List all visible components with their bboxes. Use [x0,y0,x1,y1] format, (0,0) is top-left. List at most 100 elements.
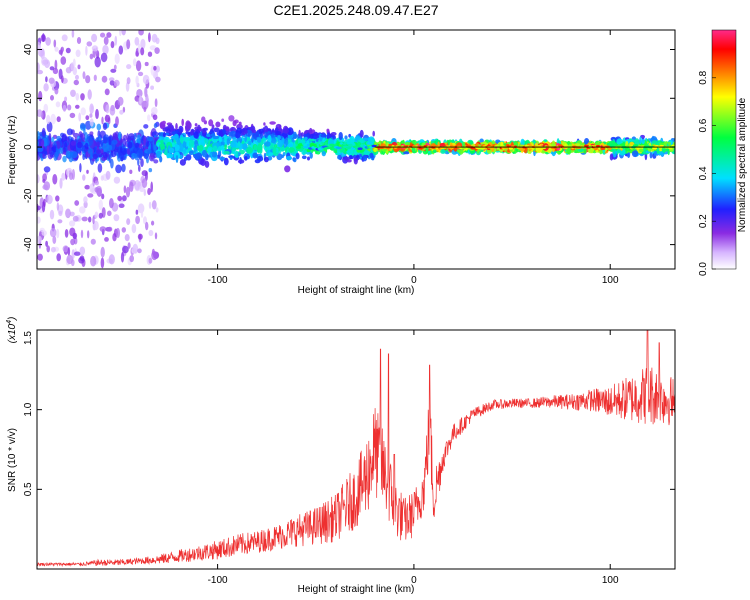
snr-panel: -100 0 100 0.5 1.0 1.5 Height of straight lin… [6,317,676,595]
spectrogram-cell [37,146,44,153]
spectrogram-axes: -100 0 100 -40 -20 0 20 40 [23,30,675,286]
spectrogram-cell [55,101,61,108]
spectrogram-cell [411,146,416,153]
spectrogram-cell [95,108,99,120]
spectrogram-cell [118,45,124,55]
spectrogram-cell [143,106,147,112]
spectrogram-cell [135,215,141,225]
spectrogram-cell [277,135,281,141]
spectrogram-cell [252,152,258,159]
spectrogram-cell [151,131,159,138]
spectrogram-cell [48,77,55,84]
spectrogram-cell [89,151,93,160]
spectrogram-cell [309,133,315,139]
spectrogram-core-cell [324,146,330,150]
snr-y-multiplier: (x104) [6,317,18,344]
spectrogram-cell [43,83,49,92]
spectrogram-cell [46,114,51,125]
spectrogram-y-tick-label: -20 [23,188,34,203]
spectrogram-cell [155,65,160,73]
spectrogram-cell [404,141,411,146]
spectrogram-cell [362,154,368,162]
spectrogram-cell [155,207,159,213]
spectrogram-cell [268,152,274,157]
spectrogram-cell [56,228,60,239]
spectrogram-cell [46,194,53,205]
spectrogram-cell [37,109,43,117]
spectrogram-cell [68,172,74,180]
spectrogram-cell [139,95,142,104]
spectrogram-cell [639,136,642,145]
spectrogram-cell [70,89,76,98]
spectrogram-cell [206,133,211,137]
spectrogram-cell [45,240,48,247]
spectrogram-cell [354,136,361,141]
spectrogram-cell [231,147,237,151]
spectrogram-cell [154,98,158,108]
spectrogram-cell [440,149,446,154]
spectrogram-cell [193,131,199,139]
spectrogram-cell [363,150,370,156]
spectrogram-cell [75,92,80,101]
spectrogram-cell [137,233,143,240]
spectrogram-cell [65,47,71,54]
spectrogram-cell [300,132,304,137]
spectrogram-cell [315,138,319,142]
spectrogram-cell [51,136,55,143]
spectrogram-cell [49,209,55,220]
spectrogram-cell [583,148,587,154]
spectrogram-cell [103,36,109,45]
spectrogram-cell [142,74,150,85]
spectrogram-cell [119,30,122,36]
spectrogram-cell [148,229,154,237]
spectrogram-cell [180,136,184,144]
spectrogram-cell [287,127,294,136]
spectrogram-cell [108,77,115,82]
spectrogram-cell [150,85,155,90]
spectrogram-cell [616,138,623,145]
spectrogram-cell [89,113,93,118]
spectrogram-cell [213,127,220,133]
spectrogram-cell [207,147,212,153]
spectrogram-cell [50,113,56,125]
spectrogram-cell [221,141,225,145]
spectrogram-cell [241,143,248,150]
spectrogram-cell [120,251,125,263]
spectrogram-cell [122,245,129,254]
spectrogram-cell [577,148,585,153]
spectrogram-cell [122,138,127,148]
spectrogram-x-tick-label: 100 [602,275,619,286]
spectrogram-cell [279,146,286,152]
spectrogram-cell [151,200,157,210]
spectrogram-cell [95,141,100,148]
figure-title: C2E1.2025.248.09.47.E27 [273,2,438,18]
spectrogram-cell [43,198,46,208]
spectrogram-cell [125,186,131,198]
spectrogram-cell [69,220,76,227]
spectrogram-cell [198,126,202,132]
spectrogram-cell [168,147,175,154]
spectrogram-cell [79,206,86,214]
spectrogram-cell [117,195,123,202]
spectrogram-cell [221,118,225,122]
spectrogram-cell [79,246,86,256]
spectrogram-cell [75,104,80,109]
spectrogram-cell [94,180,100,186]
spectrogram-cell [372,130,376,137]
spectrogram-cell [52,174,58,185]
spectrogram-cell [241,140,245,144]
spectrogram-cell [215,121,221,128]
spectrogram-cell [77,64,81,70]
spectrogram-cell [137,203,145,214]
spectrogram-core-cell [584,144,589,148]
spectrogram-cell [208,119,214,127]
spectrogram-cell [94,211,99,219]
spectrogram-cell [574,143,581,147]
spectrogram-cell [90,238,96,245]
spectrogram-cell [107,210,112,217]
spectrogram-cell [64,96,68,102]
spectrogram-cell [232,120,237,127]
spectrogram-cell [222,128,226,135]
spectrogram-cell [238,121,242,126]
snr-x-axis-label: Height of straight line (km) [298,584,415,595]
